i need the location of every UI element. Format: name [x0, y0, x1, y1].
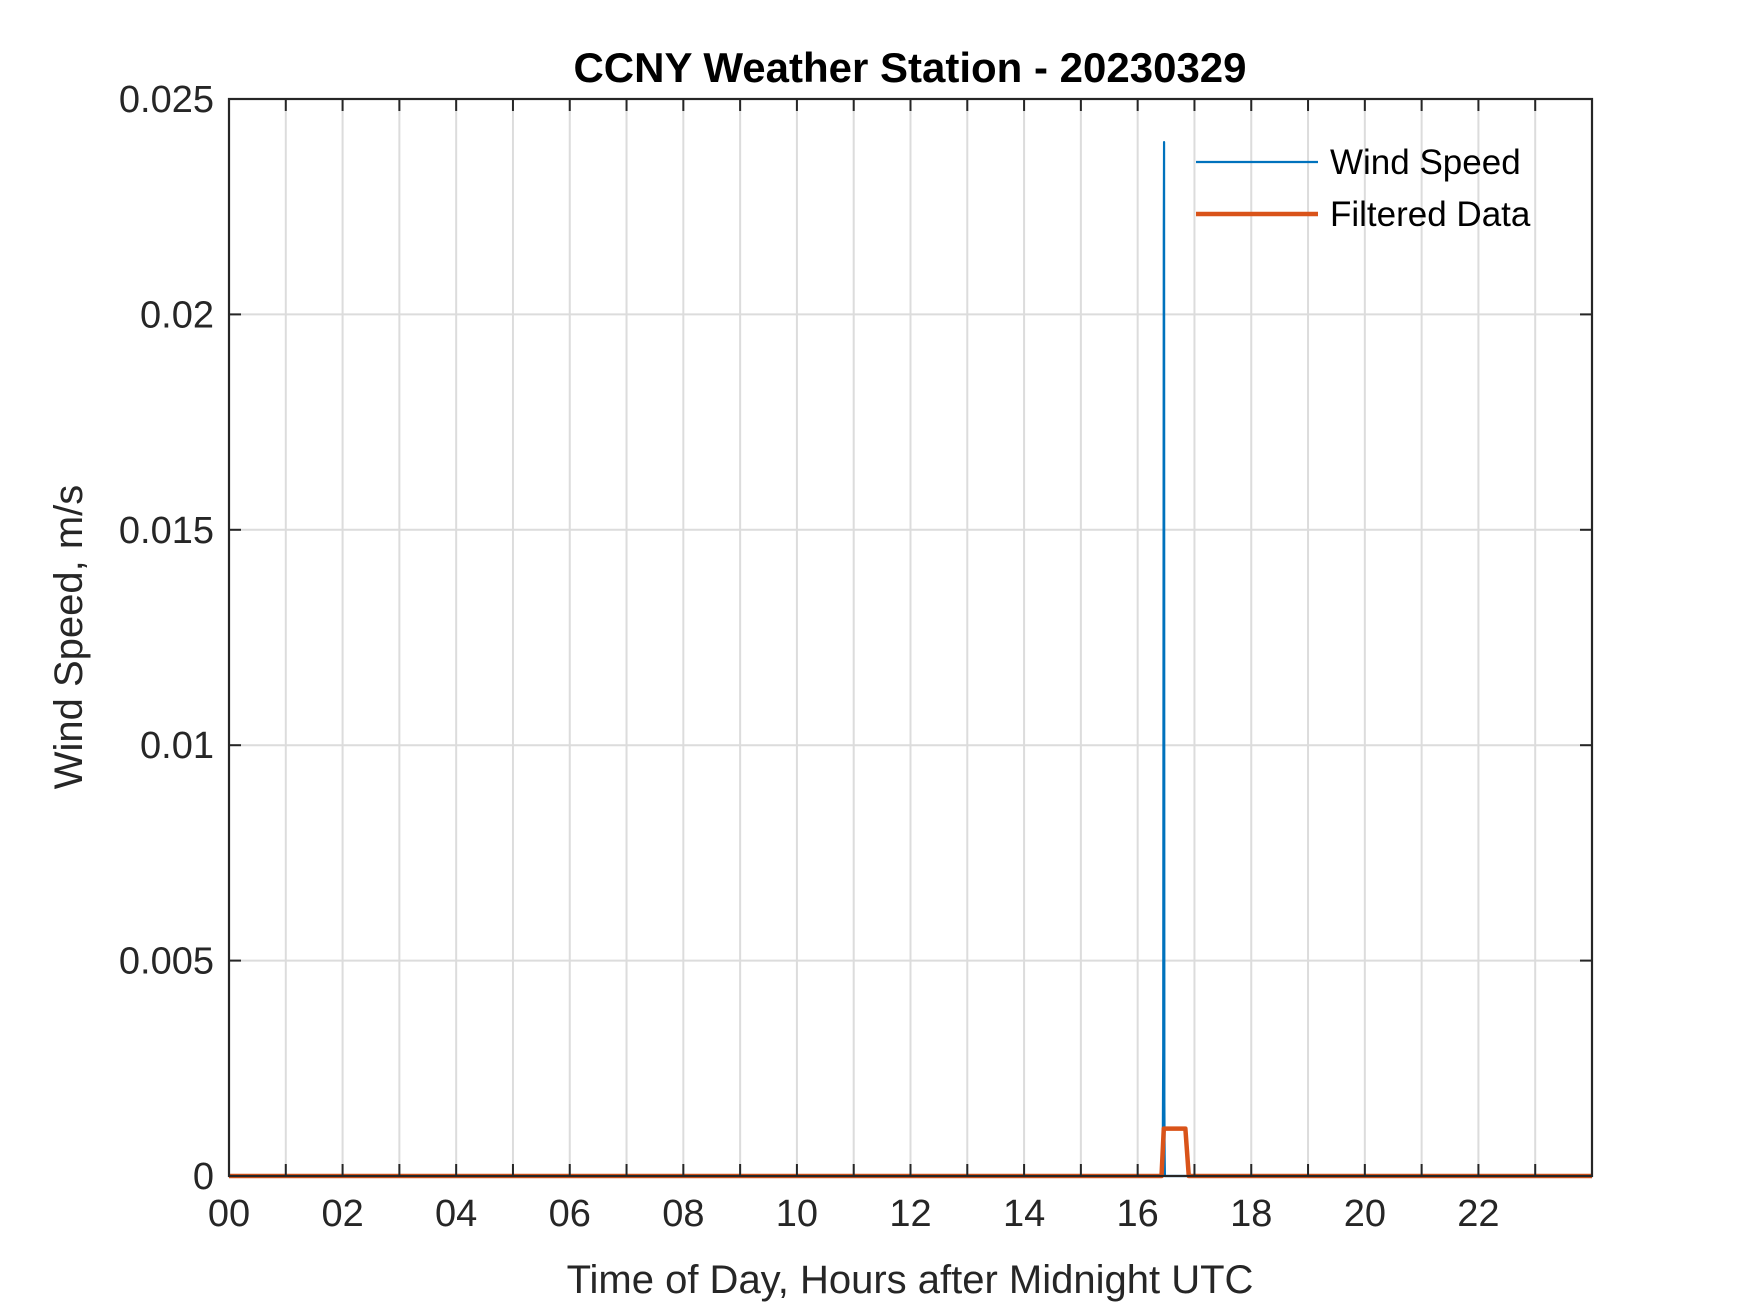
y-tick-label: 0.01	[140, 725, 214, 767]
legend-entry-filtered-data: Filtered Data	[1330, 195, 1531, 234]
x-tick-label: 02	[321, 1193, 363, 1235]
y-tick-label: 0.025	[119, 79, 214, 121]
x-tick-label: 00	[208, 1193, 250, 1235]
x-tick-label: 22	[1457, 1193, 1499, 1235]
x-tick-label: 12	[889, 1193, 931, 1235]
tick-labels: 00 02 04 06 08 10 12 14 16 18 20 22 0 0.005 0.01 0.015 0…	[119, 79, 1500, 1235]
y-axis-label: Wind Speed, m/s	[47, 485, 91, 790]
legend: Wind Speed Filtered Data	[1196, 143, 1531, 234]
y-tick-label: 0	[193, 1156, 214, 1198]
x-tick-label: 14	[1003, 1193, 1045, 1235]
grid-lines	[229, 99, 1592, 1176]
x-tick-label: 16	[1117, 1193, 1159, 1235]
legend-entry-wind-speed: Wind Speed	[1330, 143, 1521, 182]
chart-title: CCNY Weather Station - 20230329	[573, 44, 1246, 91]
tick-marks	[229, 98, 1592, 1177]
y-tick-label: 0.005	[119, 941, 214, 983]
x-tick-label: 18	[1230, 1193, 1272, 1235]
x-tick-label: 04	[435, 1193, 477, 1235]
y-tick-label: 0.02	[140, 294, 214, 336]
x-tick-label: 08	[662, 1193, 704, 1235]
x-tick-label: 20	[1344, 1193, 1386, 1235]
x-axis-label: Time of Day, Hours after Midnight UTC	[567, 1258, 1254, 1302]
x-tick-label: 06	[549, 1193, 591, 1235]
x-tick-label: 10	[776, 1193, 818, 1235]
y-tick-label: 0.015	[119, 510, 214, 552]
